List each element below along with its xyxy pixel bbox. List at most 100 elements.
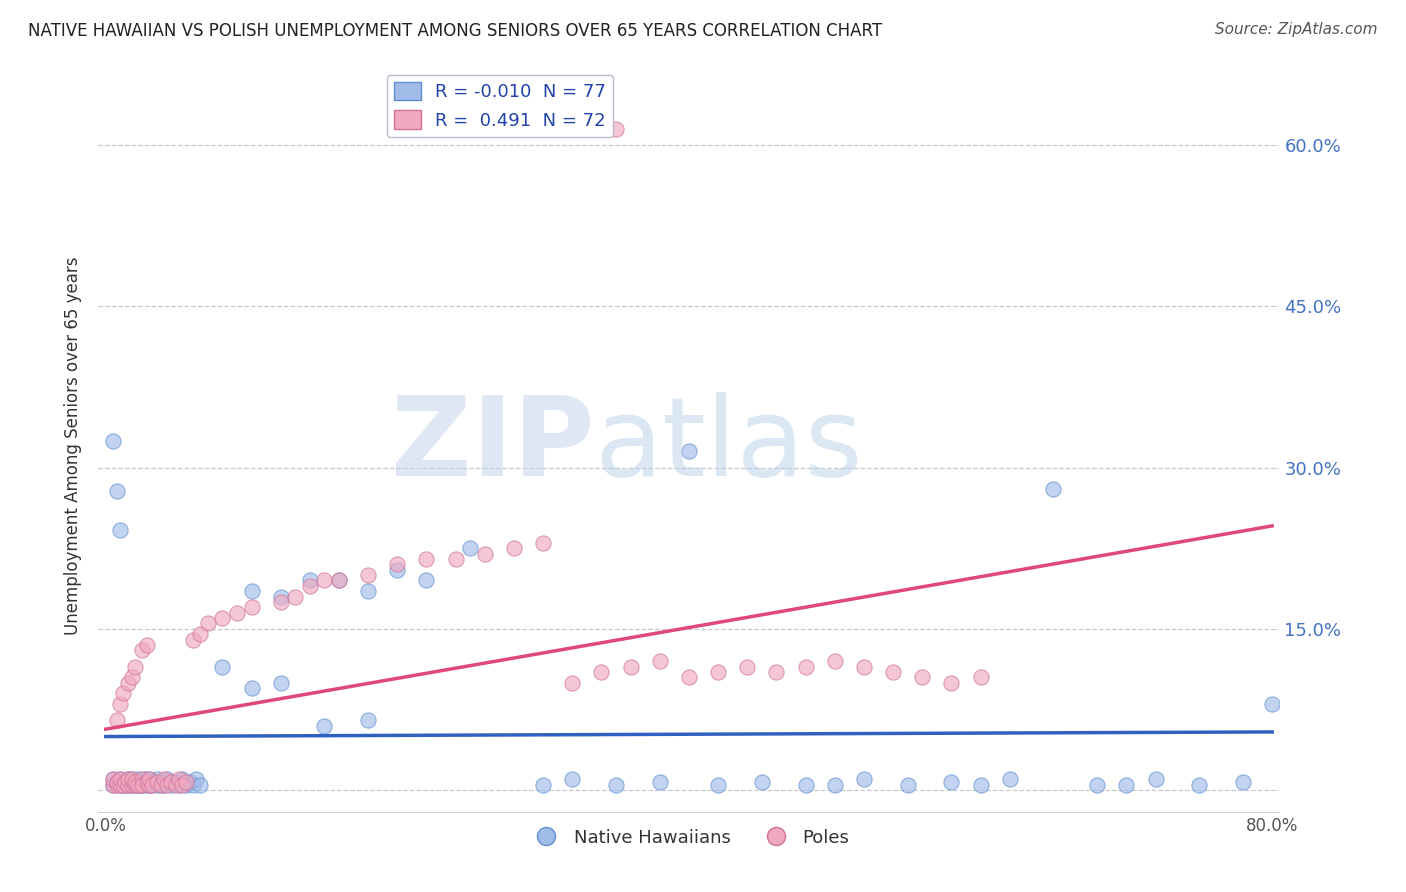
- Point: [115, 778, 138, 792]
- Point: [941, 774, 963, 789]
- Point: [357, 714, 380, 728]
- Point: [105, 774, 128, 789]
- Point: [648, 774, 671, 789]
- Point: [591, 665, 613, 679]
- Point: [969, 670, 991, 684]
- Point: [240, 584, 263, 599]
- Point: [226, 606, 249, 620]
- Point: [117, 772, 139, 787]
- Point: [141, 778, 163, 792]
- Point: [240, 600, 263, 615]
- Point: [794, 659, 817, 673]
- Point: [121, 778, 143, 792]
- Point: [167, 772, 190, 787]
- Point: [298, 574, 321, 588]
- Point: [882, 665, 904, 679]
- Point: [387, 558, 409, 572]
- Text: Source: ZipAtlas.com: Source: ZipAtlas.com: [1215, 22, 1378, 37]
- Point: [605, 778, 627, 792]
- Point: [117, 772, 139, 787]
- Point: [127, 778, 149, 792]
- Y-axis label: Unemployment Among Seniors over 65 years: Unemployment Among Seniors over 65 years: [65, 257, 83, 635]
- Point: [101, 778, 124, 792]
- Point: [101, 772, 124, 787]
- Point: [165, 778, 187, 792]
- Point: [824, 778, 846, 792]
- Point: [678, 444, 700, 458]
- Point: [270, 590, 292, 604]
- Point: [181, 778, 204, 792]
- Point: [138, 772, 160, 787]
- Point: [153, 778, 176, 792]
- Point: [105, 484, 128, 499]
- Point: [112, 778, 135, 792]
- Point: [181, 632, 204, 647]
- Point: [124, 778, 146, 792]
- Point: [117, 778, 139, 792]
- Point: [648, 654, 671, 668]
- Point: [145, 772, 167, 787]
- Point: [941, 675, 963, 690]
- Point: [240, 681, 263, 695]
- Point: [678, 670, 700, 684]
- Point: [852, 772, 875, 787]
- Point: [101, 434, 124, 448]
- Point: [141, 778, 163, 792]
- Point: [211, 659, 233, 673]
- Text: NATIVE HAWAIIAN VS POLISH UNEMPLOYMENT AMONG SENIORS OVER 65 YEARS CORRELATION C: NATIVE HAWAIIAN VS POLISH UNEMPLOYMENT A…: [28, 22, 882, 40]
- Point: [794, 778, 817, 792]
- Point: [357, 584, 380, 599]
- Point: [114, 774, 136, 789]
- Point: [101, 778, 124, 792]
- Point: [105, 774, 128, 789]
- Point: [145, 774, 167, 789]
- Point: [150, 778, 173, 792]
- Point: [117, 778, 139, 792]
- Point: [114, 774, 136, 789]
- Point: [174, 778, 197, 792]
- Point: [110, 772, 132, 787]
- Point: [145, 778, 167, 792]
- Point: [138, 778, 160, 792]
- Point: [328, 574, 350, 588]
- Point: [387, 563, 409, 577]
- Point: [131, 778, 153, 792]
- Point: [110, 697, 132, 711]
- Point: [328, 574, 350, 588]
- Point: [270, 675, 292, 690]
- Point: [131, 643, 153, 657]
- Point: [170, 778, 193, 792]
- Point: [110, 778, 132, 792]
- Legend: Native Hawaiians, Poles: Native Hawaiians, Poles: [522, 822, 856, 854]
- Point: [127, 778, 149, 792]
- Point: [415, 552, 437, 566]
- Point: [142, 774, 165, 789]
- Point: [561, 675, 583, 690]
- Point: [1261, 697, 1284, 711]
- Point: [131, 778, 153, 792]
- Point: [160, 778, 183, 792]
- Point: [170, 772, 193, 787]
- Point: [357, 568, 380, 582]
- Point: [135, 778, 157, 792]
- Point: [153, 772, 176, 787]
- Point: [124, 774, 146, 789]
- Point: [156, 778, 179, 792]
- Point: [129, 778, 152, 792]
- Point: [969, 778, 991, 792]
- Point: [735, 659, 758, 673]
- Point: [184, 772, 207, 787]
- Point: [131, 772, 153, 787]
- Point: [314, 719, 336, 733]
- Point: [458, 541, 481, 556]
- Point: [707, 665, 730, 679]
- Point: [105, 778, 128, 792]
- Point: [134, 772, 156, 787]
- Point: [503, 541, 526, 556]
- Point: [998, 772, 1021, 787]
- Point: [174, 774, 197, 789]
- Point: [121, 772, 143, 787]
- Point: [127, 772, 149, 787]
- Point: [852, 659, 875, 673]
- Point: [824, 654, 846, 668]
